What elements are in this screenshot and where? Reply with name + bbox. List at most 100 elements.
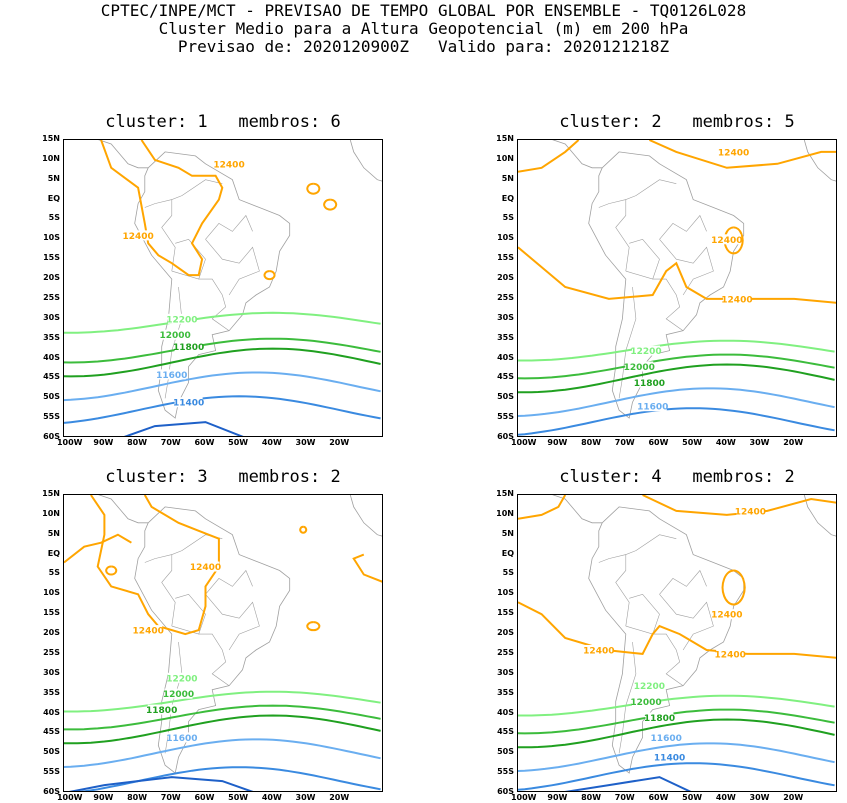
contour-11200 (564, 776, 692, 791)
x-tick-label: 70W (614, 438, 635, 447)
contour-12400 (648, 140, 836, 169)
y-tick-label: 55S (497, 767, 514, 777)
y-tick-label: 15N (496, 489, 514, 498)
contour-12400 (518, 601, 836, 659)
country-border (598, 199, 626, 208)
coastline-central-america (98, 140, 149, 169)
panel-title: cluster: 4 membros: 2 (559, 467, 795, 487)
country-border (659, 569, 707, 595)
contour-12400 (518, 140, 580, 173)
y-tick-label: 10S (497, 233, 514, 243)
y-tick-label: 5N (47, 528, 60, 538)
header-line-1: CPTEC/INPE/MCT - PREVISAO DE TEMPO GLOBA… (100, 1, 747, 20)
contour-12400 (90, 495, 220, 636)
map-svg: 12400 12400 12400 12400 12200 12000 11800 11600… (518, 495, 836, 791)
y-tick-label: 5S (48, 568, 60, 578)
contour-label-bg (625, 361, 654, 372)
contour-label-bg (147, 704, 176, 715)
contour-label-bg (584, 644, 613, 655)
x-tick-label: 90W (547, 438, 568, 447)
contour-label-bg (632, 345, 660, 356)
x-tick-label: 40W (715, 438, 736, 447)
contour-12400 (105, 565, 118, 576)
contour-label: 12400 (122, 232, 153, 242)
x-tick-label: 90W (547, 793, 568, 802)
contour-12400 (64, 533, 132, 564)
contour-label-bg (124, 230, 153, 241)
y-tick-label: 55S (497, 412, 514, 422)
x-tick-label: 70W (160, 793, 181, 802)
contour-11200 (69, 776, 254, 791)
y-tick-label: 25S (497, 647, 514, 657)
contour-label-bg (215, 158, 244, 169)
x-tick-label: 70W (614, 793, 635, 802)
contour-11400 (518, 407, 835, 436)
y-tick-label: 40S (43, 707, 60, 717)
country-border (144, 554, 172, 563)
contour-label-bg (157, 369, 186, 380)
y-tick-label: 15N (42, 134, 60, 143)
y-tick-label: 30S (497, 667, 514, 677)
x-tick-label: 20W (329, 793, 350, 802)
country-border (144, 199, 172, 208)
y-tick-label: 5N (501, 173, 514, 183)
y-tick-label: 25S (43, 647, 60, 657)
contour-label: 11600 (651, 734, 682, 744)
contour-12400 (306, 621, 321, 632)
contour-label-bg (134, 625, 163, 636)
y-tick-label: 15S (43, 608, 60, 618)
contour-label: 11400 (173, 399, 204, 409)
contour-11800 (518, 718, 835, 749)
contour-label: 12400 (715, 650, 746, 660)
contour-12400 (518, 495, 567, 520)
y-tick-label: 25S (43, 292, 60, 302)
contour-11400 (518, 762, 835, 791)
country-border (659, 239, 714, 296)
x-tick-label: 60W (194, 793, 215, 802)
x-tick-label: 80W (581, 793, 602, 802)
contour-12400 (306, 182, 321, 195)
x-tick-label: 20W (329, 438, 350, 447)
contour-label: 12200 (630, 347, 661, 357)
contour-label-bg (712, 234, 741, 245)
contour-12000 (518, 353, 835, 380)
country-border (659, 214, 707, 240)
contour-label-bg (167, 672, 196, 683)
map-panel: 12400 12400 12400 12400 12200 12000 11800 11600… (517, 494, 837, 792)
contour-11400 (64, 395, 381, 424)
panel-title: cluster: 1 membros: 6 (105, 112, 341, 132)
x-tick-label: 40W (715, 793, 736, 802)
contour-12000 (64, 704, 381, 731)
country-border (615, 179, 677, 272)
contour-12400 (263, 270, 276, 281)
y-tick-label: 55S (43, 767, 60, 777)
x-tick-label: 80W (581, 438, 602, 447)
contour-11600 (64, 738, 381, 768)
y-tick-label: 10N (496, 508, 514, 518)
contour-label-bg (655, 752, 684, 763)
y-tick-label: 60S (43, 432, 60, 441)
contour-12400 (723, 226, 744, 255)
panel-title: cluster: 3 membros: 2 (105, 467, 341, 487)
y-tick-label: 25S (497, 292, 514, 302)
x-tick-label: 30W (749, 793, 770, 802)
x-tick-label: 100W (56, 438, 83, 447)
contour-label: 11600 (156, 371, 187, 381)
coastline-south-america (588, 151, 745, 419)
y-tick-label: 20S (497, 628, 514, 638)
y-tick-label: 30S (43, 667, 60, 677)
x-tick-label: 30W (295, 793, 316, 802)
x-tick-label: 100W (510, 438, 537, 447)
map-svg: 12400 12400 12200 12000 11800 11600 11400 (64, 140, 382, 436)
coastline-africa (349, 495, 382, 537)
contour-label-bg (635, 680, 664, 691)
contour-11400 (79, 766, 381, 791)
country-border (175, 593, 206, 635)
y-tick-label: 10S (43, 233, 60, 243)
y-tick-label: 10S (497, 588, 514, 598)
contour-label-bg (716, 648, 745, 659)
contour-12400 (323, 198, 338, 211)
y-tick-label: 30S (43, 312, 60, 322)
contour-11200 (123, 421, 244, 436)
contour-label: 12400 (711, 236, 742, 246)
